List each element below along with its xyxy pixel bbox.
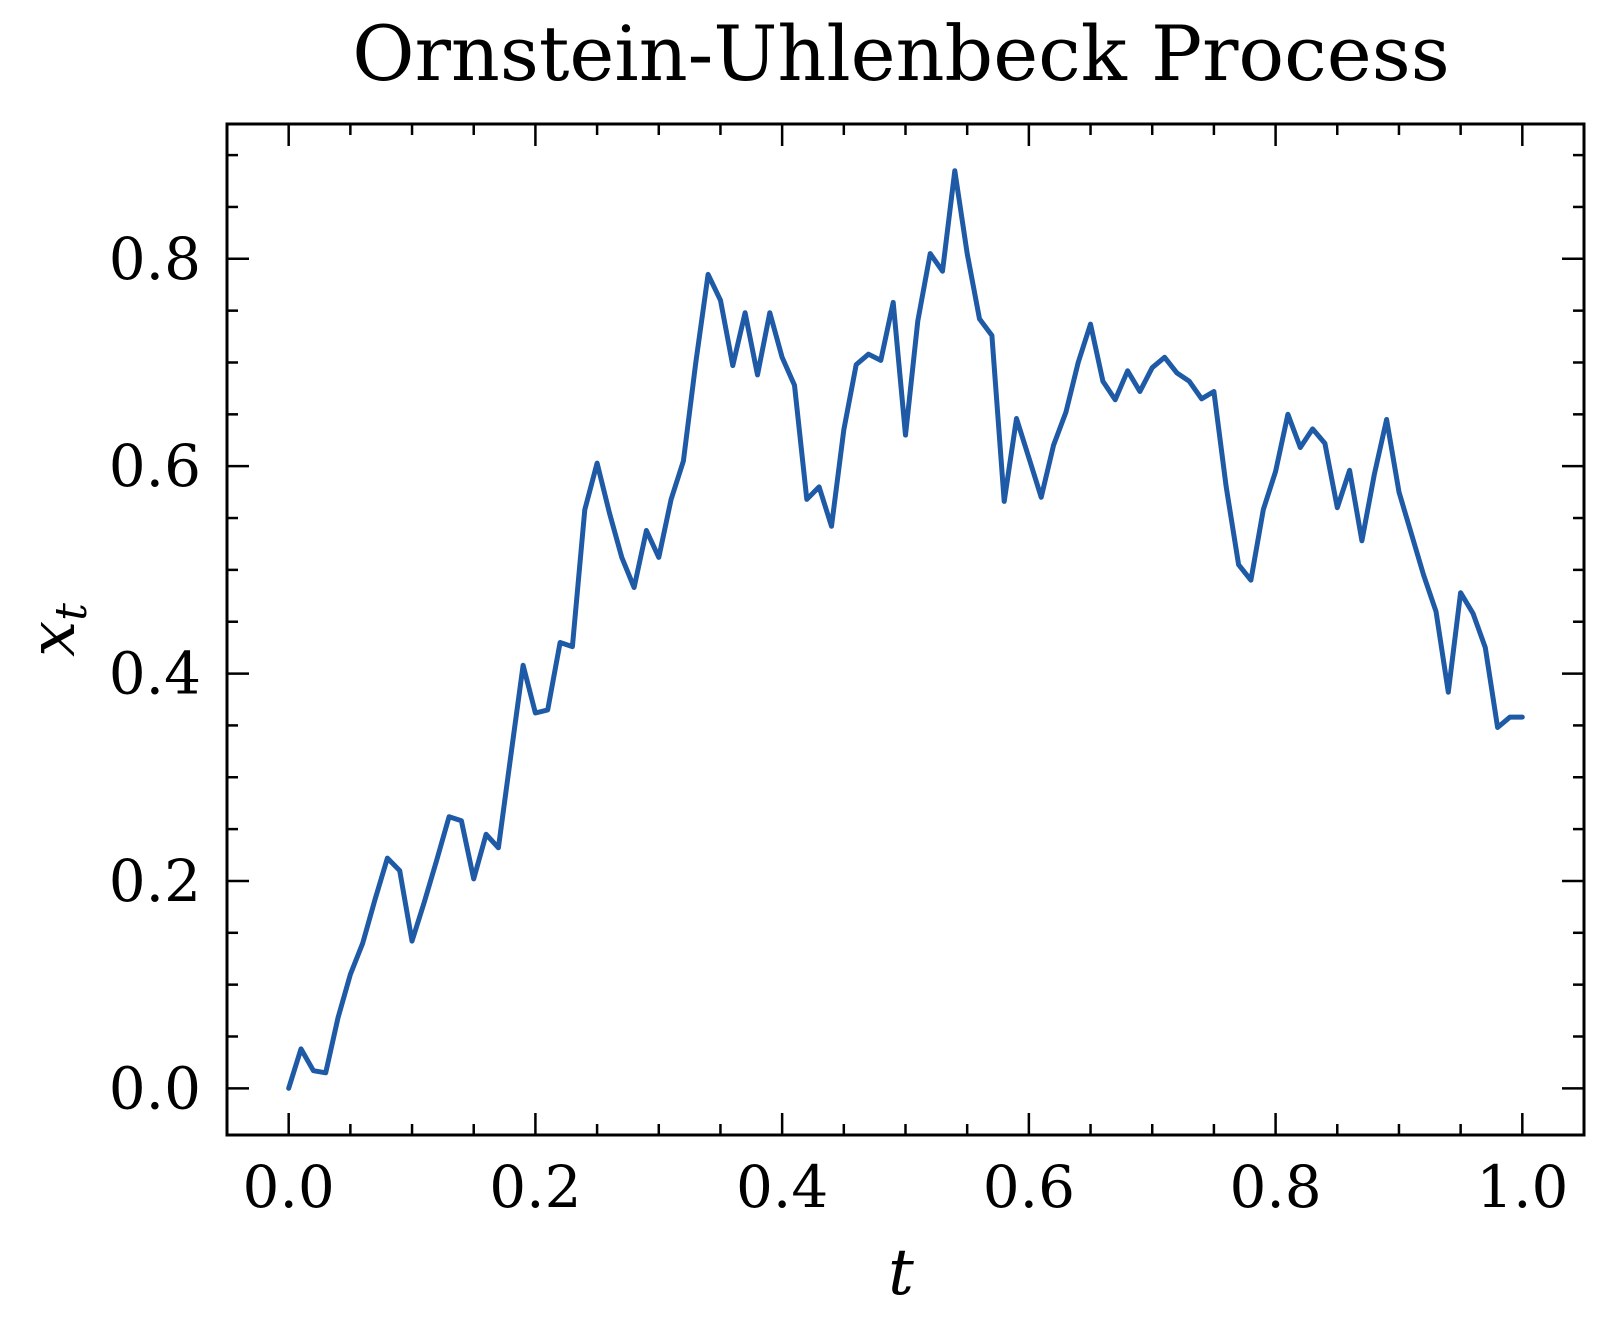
y-tick-label: 0.8 xyxy=(109,225,201,293)
x-tick-label: 1.0 xyxy=(1476,1153,1568,1221)
y-tick-labels: 0.0 0.2 0.4 0.6 0.8 xyxy=(109,225,201,1123)
x-tick-label: 0.4 xyxy=(736,1153,828,1221)
y-axis-label-base: x xyxy=(16,621,90,657)
series-group xyxy=(286,168,1525,1091)
x-tick-label: 0.0 xyxy=(243,1153,335,1221)
major-ticks xyxy=(227,124,1584,1135)
y-tick-label: 0.0 xyxy=(109,1054,201,1122)
x-tick-labels: 0.0 0.2 0.4 0.6 0.8 1.0 xyxy=(243,1153,1569,1221)
y-axis-label-sub: t xyxy=(46,603,97,621)
y-axis-label: xt xyxy=(16,603,97,657)
series-line xyxy=(286,168,1525,1091)
y-tick-label: 0.2 xyxy=(109,847,201,915)
x-tick-label: 0.2 xyxy=(489,1153,581,1221)
x-tick-label: 0.6 xyxy=(983,1153,1075,1221)
y-tick-label: 0.6 xyxy=(109,432,201,500)
plot-frame xyxy=(225,122,1586,1137)
x-axis-label: t xyxy=(888,1236,914,1310)
minor-ticks xyxy=(225,124,1586,1135)
chart-title: Ornstein-Uhlenbeck Process xyxy=(352,9,1449,98)
y-tick-label: 0.4 xyxy=(109,640,201,708)
x-tick-label: 0.8 xyxy=(1229,1153,1321,1221)
